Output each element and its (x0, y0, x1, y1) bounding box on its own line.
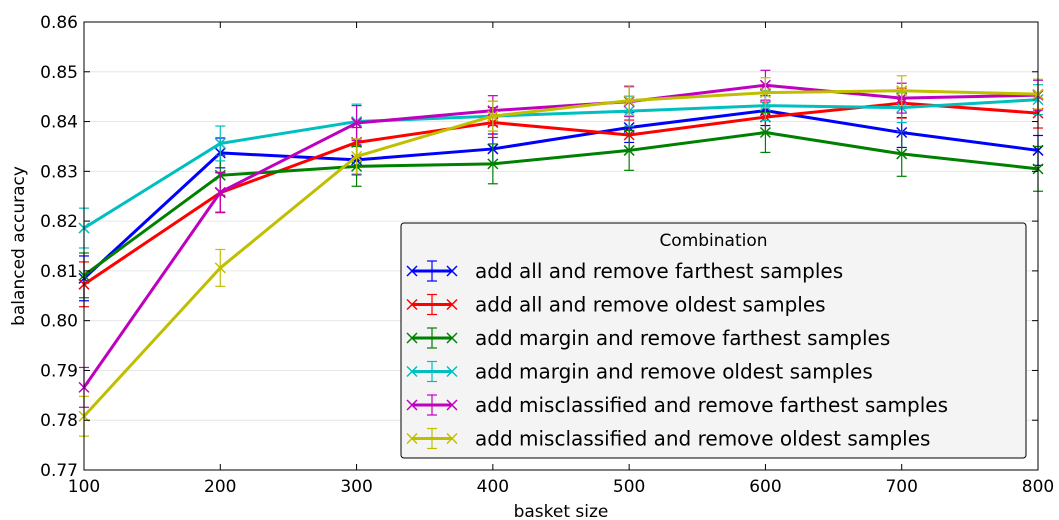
data-point (759, 87, 771, 99)
series-line (82, 109, 1039, 280)
data-point (214, 137, 226, 149)
y-tick-label: 0.86 (40, 13, 78, 33)
legend-label: add misclassified and remove oldest samp… (475, 427, 930, 451)
x-tick-label: 800 (1022, 477, 1054, 497)
legend-label: add all and remove oldest samples (475, 293, 826, 317)
legend-marker (446, 365, 458, 378)
legend-item: add misclassified and remove oldest samp… (406, 427, 930, 451)
series-6 (78, 75, 1044, 437)
data-point (351, 150, 363, 162)
legend-marker (406, 432, 418, 445)
legend-items: add all and remove farthest samples add a… (406, 259, 948, 451)
y-tick-label: 0.85 (40, 63, 78, 83)
y-tick-label: 0.82 (40, 212, 78, 232)
x-axis-label: basket size (514, 502, 609, 520)
data-point (351, 117, 363, 129)
legend-label: add margin and remove oldest samples (475, 360, 873, 384)
y-axis-label: balanced accuracy (9, 166, 29, 326)
legend-marker (446, 298, 458, 311)
data-point (896, 85, 908, 97)
y-tick-label: 0.84 (40, 113, 78, 133)
legend-marker (446, 332, 458, 344)
legend-marker (406, 298, 418, 311)
data-point (623, 144, 635, 156)
y-tick-label: 0.80 (40, 312, 78, 332)
y-tick-label: 0.83 (40, 162, 78, 182)
axis-ticks: 0.77 0.78 0.79 0.80 0.81 0.82 0.83 0.84 0.85 0.86… (40, 13, 1054, 497)
series-line (83, 131, 1039, 277)
x-tick-label: 600 (749, 477, 781, 497)
legend-item: add all and remove farthest samples (406, 259, 843, 283)
y-tick-label: 0.77 (40, 461, 78, 481)
legend-box (400, 222, 1027, 459)
y-tick-label: 0.79 (40, 361, 78, 381)
legend: Combination add all and remove farthest … (400, 222, 1027, 459)
legend-item: add misclassified and remove farthest sa… (406, 393, 948, 417)
data-point (214, 262, 226, 274)
x-tick-label: 200 (204, 477, 236, 497)
series-line (82, 89, 1039, 418)
data-point (487, 110, 499, 122)
series-group (78, 69, 1044, 437)
legend-item: add margin and remove farthest samples (406, 326, 890, 350)
data-point (623, 95, 635, 107)
legend-marker (446, 265, 458, 277)
series-line (82, 83, 1039, 389)
legend-marker (406, 399, 418, 411)
x-tick-label: 500 (613, 477, 645, 497)
x-tick-label: 300 (340, 477, 372, 497)
series-line (83, 101, 1039, 286)
legend-marker (446, 399, 458, 411)
y-tick-label: 0.78 (40, 411, 78, 431)
data-point (487, 158, 499, 170)
legend-marker (406, 332, 418, 344)
plot-area-frame (83, 21, 1039, 471)
legend-item: add all and remove oldest samples (406, 293, 826, 317)
data-point (214, 186, 226, 198)
x-tick-label: 400 (477, 477, 509, 497)
series-line (83, 98, 1039, 230)
legend-label: add margin and remove farthest samples (475, 326, 890, 350)
legend-title: Combination (659, 231, 767, 251)
data-point (896, 148, 908, 160)
x-tick-label: 100 (68, 477, 100, 497)
legend-marker (406, 365, 418, 378)
x-tick-label: 700 (885, 477, 917, 497)
y-tick-label: 0.81 (40, 262, 78, 282)
legend-item: add margin and remove oldest samples (406, 360, 873, 384)
legend-marker (406, 265, 418, 277)
legend-marker (446, 432, 458, 445)
data-point (759, 126, 771, 139)
legend-label: add all and remove farthest samples (475, 259, 843, 283)
legend-label: add misclassified and remove farthest sa… (475, 393, 948, 417)
